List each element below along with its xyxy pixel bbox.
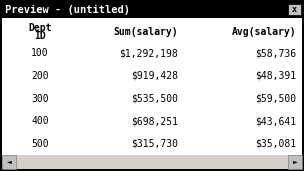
Text: Preview - (untitled): Preview - (untitled) xyxy=(5,5,130,15)
Text: Dept: Dept xyxy=(28,23,52,33)
Bar xyxy=(288,155,302,169)
Text: $35,081: $35,081 xyxy=(255,139,296,149)
Text: $48,391: $48,391 xyxy=(255,71,296,81)
Text: $1,292,198: $1,292,198 xyxy=(119,48,178,58)
Text: 200: 200 xyxy=(31,71,49,81)
Text: $315,730: $315,730 xyxy=(131,139,178,149)
Bar xyxy=(2,2,302,18)
Bar xyxy=(16,155,288,169)
Text: $919,428: $919,428 xyxy=(131,71,178,81)
Text: $59,500: $59,500 xyxy=(255,94,296,103)
Text: $58,736: $58,736 xyxy=(255,48,296,58)
Text: 100: 100 xyxy=(31,48,49,58)
Text: x: x xyxy=(292,5,297,14)
Bar xyxy=(288,4,301,15)
Bar xyxy=(2,155,302,169)
Text: 400: 400 xyxy=(31,116,49,126)
Text: $698,251: $698,251 xyxy=(131,116,178,126)
Bar xyxy=(2,155,16,169)
Text: ►: ► xyxy=(293,160,297,165)
Text: ◄: ◄ xyxy=(7,160,11,165)
Text: $535,500: $535,500 xyxy=(131,94,178,103)
Text: 300: 300 xyxy=(31,94,49,103)
Text: ID: ID xyxy=(34,31,46,41)
Text: Sum(salary): Sum(salary) xyxy=(113,27,178,37)
Text: $43,641: $43,641 xyxy=(255,116,296,126)
Text: 500: 500 xyxy=(31,139,49,149)
Text: Avg(salary): Avg(salary) xyxy=(231,27,296,37)
Bar xyxy=(2,18,302,155)
